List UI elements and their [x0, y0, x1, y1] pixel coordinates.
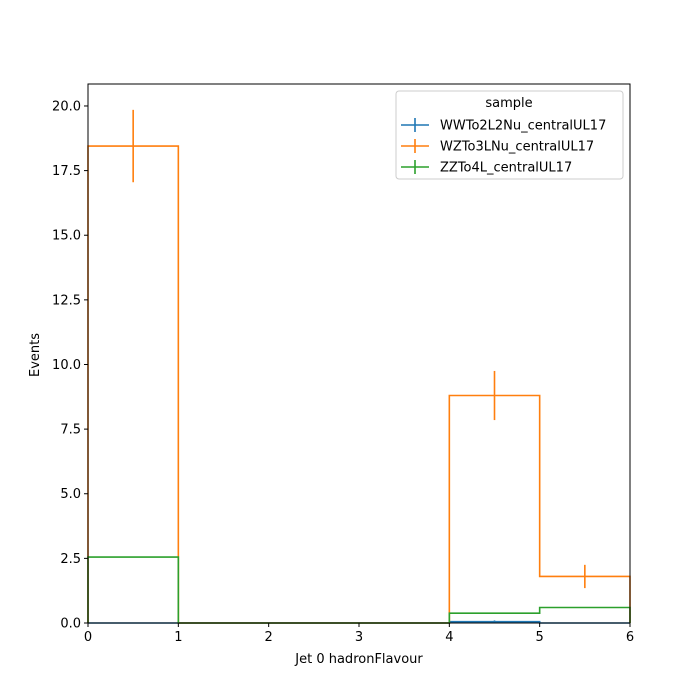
series-step-line — [87, 556, 631, 624]
legend-entries: WWTo2L2Nu_centralUL17 WZTo3LNu_centralUL1… — [401, 118, 606, 176]
y-axis-ticks: 0.0 2.5 5.0 7.5 10.0 12.5 15.0 17.5 20.0 — [52, 99, 88, 632]
x-axis-ticks: 0 1 2 3 4 5 6 — [84, 623, 634, 645]
series-1 — [87, 109, 631, 624]
series-layer — [87, 109, 631, 624]
x-tick-label: 5 — [536, 630, 544, 645]
x-axis-label: Jet 0 hadronFlavour — [294, 652, 423, 667]
y-tick-label: 7.5 — [60, 423, 81, 438]
x-tick-label: 6 — [626, 630, 634, 645]
y-tick-label: 15.0 — [52, 229, 81, 244]
legend-entry-label: WZTo3LNu_centralUL17 — [440, 140, 594, 155]
y-tick-label: 2.5 — [60, 552, 81, 567]
y-tick-label: 0.0 — [60, 617, 81, 632]
legend-frame — [395, 90, 624, 180]
x-tick-label: 2 — [265, 630, 273, 645]
x-tick-label: 0 — [84, 630, 92, 645]
series-step-line — [87, 145, 631, 624]
legend-entry-label: ZZTo4L_centralUL17 — [440, 161, 572, 176]
y-tick-label: 20.0 — [52, 99, 81, 114]
y-tick-label: 5.0 — [60, 487, 81, 502]
y-tick-label: 12.5 — [52, 293, 81, 308]
y-axis-label: Events — [28, 333, 43, 377]
legend-entry-label: WWTo2L2Nu_centralUL17 — [440, 119, 606, 134]
legend: sample WWTo2L2Nu_centralUL17 WZTo3LNu_cen… — [395, 90, 624, 180]
x-tick-label: 3 — [355, 630, 363, 645]
legend-title: sample — [485, 96, 532, 111]
x-tick-label: 4 — [445, 630, 453, 645]
x-tick-label: 1 — [174, 630, 182, 645]
y-tick-label: 17.5 — [52, 164, 81, 179]
series-2 — [87, 556, 631, 624]
y-tick-label: 10.0 — [52, 358, 81, 373]
